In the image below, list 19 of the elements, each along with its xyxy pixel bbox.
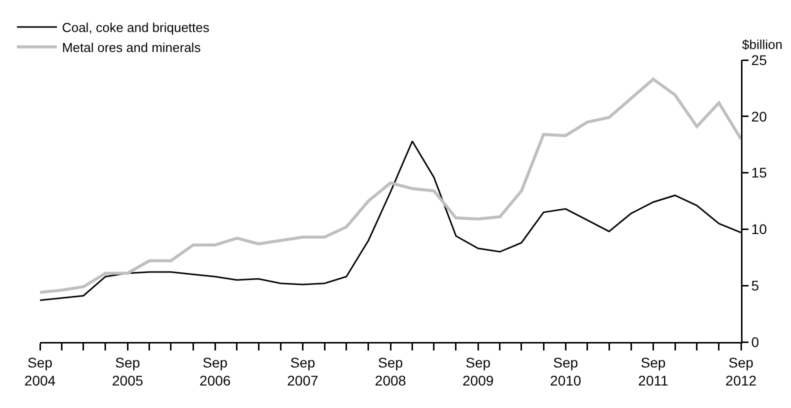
x-tick-label: Sep 2004 [24, 354, 56, 388]
line-series [40, 78, 741, 294]
x-tick-label: Sep 2011 [638, 354, 668, 388]
x-tick-label: Sep 2007 [287, 354, 318, 388]
legend-label: Metal ores and minerals [62, 40, 202, 55]
x-tick-label: Sep 2012 [725, 354, 757, 388]
y-tick-label: 15 [751, 164, 768, 181]
y-tick-label: 20 [751, 108, 768, 124]
y-tick-label: 0 [751, 334, 760, 350]
x-tick-label: Sep 2005 [112, 354, 144, 388]
y-tick-label: 10 [751, 221, 768, 238]
y-tick-label: 5 [751, 278, 760, 294]
x-tick-label: Sep 2006 [200, 354, 231, 388]
y-axis-title: $billion [742, 37, 782, 52]
legend-label: Coal, coke and briquettes [62, 20, 210, 36]
x-tick-label: Sep 2009 [462, 354, 494, 388]
x-tick-label: Sep 2010 [550, 354, 582, 388]
y-tick-label: 25 [751, 52, 768, 68]
x-tick-label: Sep 2008 [374, 354, 406, 388]
